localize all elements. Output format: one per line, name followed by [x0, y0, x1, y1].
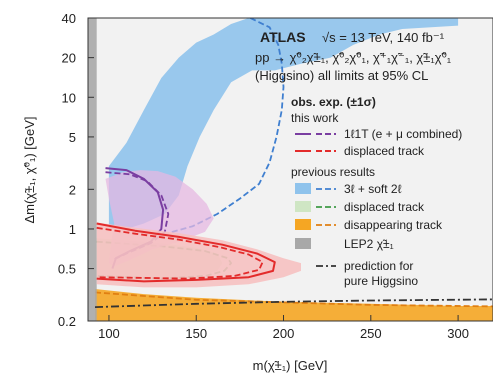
legend-swatch-lep2 — [295, 238, 311, 249]
x-tick-label: 100 — [98, 326, 120, 341]
legend-swatch-prev-disp-band — [295, 201, 311, 212]
series-3-soft-2 — [108, 18, 459, 229]
y-tick-label: 0.5 — [58, 262, 76, 277]
legend-this-work: this work — [291, 111, 339, 125]
y-tick-label: 20 — [62, 51, 76, 66]
header-line-note: (Higgsino) all limits at 95% CL — [255, 68, 428, 83]
series-3-soft-2-expected — [161, 18, 285, 236]
legend-heading: obs. exp. (±1σ) — [291, 95, 376, 109]
y-tick-label: 0.2 — [58, 314, 76, 329]
chart-title: ATLAS — [260, 29, 306, 45]
legend-label-disappearing: disappearing track — [344, 218, 443, 232]
x-tick-label: 250 — [360, 326, 382, 341]
y-tick-label: 5 — [69, 130, 76, 145]
header-line-process: pp → χ̃⁰₂χ̃±₁, χ̃⁰₂χ̃⁰₁, χ̃⁺₁χ̃⁻₁, χ̃±₁χ… — [255, 50, 452, 65]
y-axis-label: Δm(χ̃±₁, χ̃⁰₁) [GeV] — [22, 116, 37, 223]
x-axis-label: m(χ̃±₁) [GeV] — [253, 358, 328, 373]
legend-label-prev-displaced: displaced track — [344, 200, 425, 214]
legend-swatch-3l-band — [295, 183, 311, 194]
series-prediction-for-pure-higgsino — [94, 298, 493, 308]
y-tick-label: 2 — [69, 182, 76, 197]
plot-frame — [87, 17, 493, 322]
series-disappearing-track — [95, 289, 493, 321]
series-disappearing-track-expected — [94, 291, 493, 308]
x-tick-label: 300 — [447, 326, 469, 341]
legend: obs. exp. (±1σ) this work 1ℓ1T (e + μ co… — [291, 95, 462, 288]
legend-swatch-disappearing-band — [295, 219, 311, 230]
header-line-energy: √s = 13 TeV, 140 fb⁻¹ — [322, 30, 445, 45]
y-tick-label: 1 — [69, 222, 76, 237]
series-displaced-track-expected — [96, 226, 264, 280]
legend-label-lep2: LEP2 χ̃±₁ — [344, 237, 394, 251]
legend-label-displaced-track: displaced track — [344, 144, 425, 158]
axes-layer: 100 150 200 250 300 0.2 0.5 1 2 5 10 20 40 — [58, 11, 469, 341]
series-lep2 — [88, 18, 97, 321]
y-tick-label: 10 — [62, 90, 76, 105]
x-tick-label: 150 — [185, 326, 207, 341]
series-displaced-track-observed — [96, 222, 276, 283]
legend-label-prediction-2: pure Higgsino — [344, 274, 418, 288]
data-layer — [88, 18, 493, 321]
legend-previous-results: previous results — [291, 165, 375, 179]
legend-label-1l1t: 1ℓ1T (e + μ combined) — [344, 127, 462, 141]
x-tick-label: 200 — [273, 326, 295, 341]
legend-label-prediction: prediction for — [344, 259, 413, 273]
y-tick-label: 40 — [62, 11, 76, 26]
series-displaced-track-band — [96, 222, 301, 288]
legend-label-3l: 3ℓ + soft 2ℓ — [344, 182, 402, 196]
